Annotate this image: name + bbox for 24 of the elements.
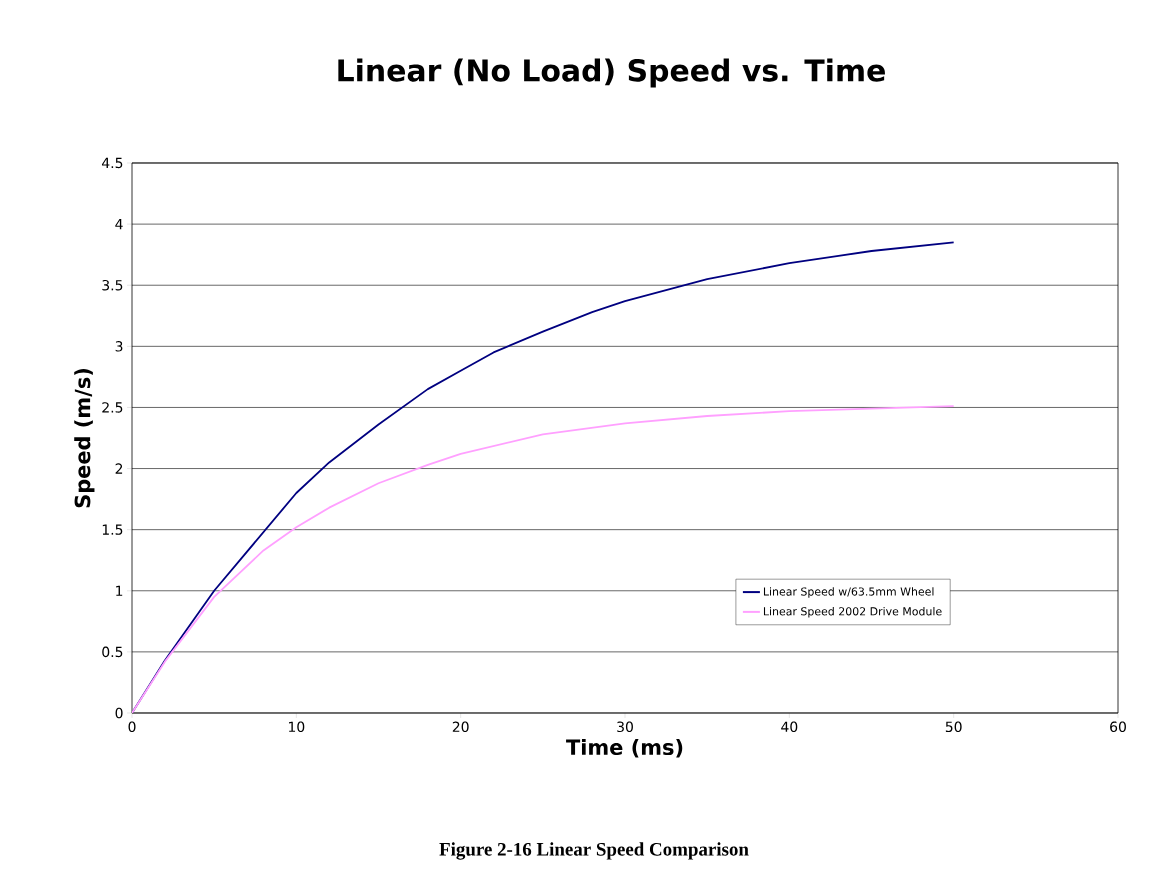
x-tick-label: 10 xyxy=(288,721,305,733)
x-tick-label: 60 xyxy=(1110,721,1126,733)
y-tick-label: 0 xyxy=(115,707,123,719)
x-tick-label: 40 xyxy=(781,721,798,733)
chart-title: Linear (No Load) Speed vs. Time xyxy=(338,58,885,88)
y-tick-label: 1.5 xyxy=(102,524,123,535)
y-tick-label: 2.5 xyxy=(102,402,123,413)
y-tick-label: 4 xyxy=(115,219,123,230)
x-axis-title: Time (ms) xyxy=(566,738,683,758)
y-tick-label: 2 xyxy=(115,463,123,474)
caption: Figure 2-16 Linear Speed Comparison xyxy=(439,842,749,860)
x-tick-label: 30 xyxy=(617,721,633,733)
y-axis-title: Speed (m/s) xyxy=(74,368,95,508)
legend-label: Linear Speed w/63.5mm Wheel xyxy=(763,587,934,598)
x-tick-label: 20 xyxy=(452,721,469,733)
y-tick-label: 3.5 xyxy=(102,279,123,291)
y-tick-label: 3 xyxy=(115,341,123,352)
y-tick-label: 4.5 xyxy=(101,157,123,169)
line-series xyxy=(132,241,955,713)
legend-label: Linear Speed 2002 Drive Module xyxy=(763,606,942,618)
y-tick-label: 0.5 xyxy=(102,646,123,658)
x-tick-label: 50 xyxy=(945,721,962,733)
y-tick-label: 1 xyxy=(116,585,123,596)
x-tick-label: 0 xyxy=(128,721,136,733)
